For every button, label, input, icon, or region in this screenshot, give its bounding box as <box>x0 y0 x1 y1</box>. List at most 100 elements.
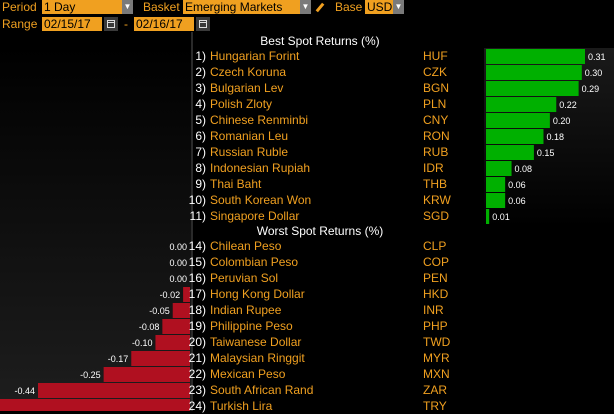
base-dropdown-icon[interactable]: ▼ <box>393 0 404 14</box>
rank-number: 7) <box>195 145 206 159</box>
value-label: 0.08 <box>515 164 533 174</box>
currency-code: MXN <box>423 367 450 381</box>
negative-bar <box>162 319 190 334</box>
negative-bar <box>155 335 190 350</box>
list-item[interactable]: 18) Indian Rupee INR <box>189 302 445 318</box>
rank-number: 23) <box>188 383 206 397</box>
positive-bar <box>486 161 512 176</box>
list-item[interactable]: 7) Russian Ruble RUB <box>195 144 449 160</box>
negative-bar <box>172 303 190 318</box>
positive-bar <box>486 97 557 112</box>
list-item[interactable]: 5) Chinese Renminbi CNY <box>195 112 448 128</box>
period-select[interactable]: 1 Day <box>42 0 122 14</box>
currency-name: Romanian Leu <box>210 129 289 143</box>
basket-label: Basket <box>143 0 180 14</box>
value-label: 0.31 <box>588 52 606 62</box>
list-item[interactable]: 1) Hungarian Forint HUF <box>195 48 447 64</box>
rank-number: 9) <box>195 177 206 191</box>
list-item[interactable]: 15) Colombian Peso COP <box>189 254 449 270</box>
currency-name: South African Rand <box>210 383 314 397</box>
value-label: 0.00 <box>169 242 187 252</box>
currency-code: ZAR <box>423 383 447 397</box>
calendar-icon[interactable] <box>196 17 210 31</box>
rank-number: 6) <box>195 129 206 143</box>
list-item[interactable]: 24) Turkish Lira TRY <box>189 398 447 414</box>
currency-name: Mexican Peso <box>210 367 286 381</box>
currency-code: PEN <box>423 271 448 285</box>
currency-code: RON <box>423 129 450 143</box>
currency-code: RUB <box>423 145 449 159</box>
list-item[interactable]: 3) Bulgarian Lev BGN <box>195 80 449 96</box>
worst-returns-title: Worst Spot Returns (%) <box>256 224 384 238</box>
currency-name: Russian Ruble <box>210 145 289 159</box>
list-item[interactable]: 4) Polish Zloty PLN <box>195 96 447 112</box>
period-dropdown-icon[interactable]: ▼ <box>122 0 133 14</box>
positive-bar <box>486 177 506 192</box>
positive-bar <box>486 49 585 64</box>
currency-name: Chinese Renminbi <box>210 113 309 127</box>
currency-name: Chilean Peso <box>210 239 282 253</box>
value-label: 0.00 <box>169 274 187 284</box>
list-item[interactable]: 2) Czech Koruna CZK <box>195 64 447 80</box>
positive-bar <box>486 209 490 224</box>
value-label: -0.44 <box>14 386 35 396</box>
list-item[interactable]: 11) Singapore Dollar SGD <box>190 208 449 224</box>
basket-dropdown-icon[interactable]: ▼ <box>300 0 311 14</box>
range-end-input[interactable]: 02/16/17 <box>134 17 194 31</box>
list-item[interactable]: 22) Mexican Peso MXN <box>189 366 450 382</box>
list-item[interactable]: 23) South African Rand ZAR <box>189 382 447 398</box>
currency-name: Singapore Dollar <box>210 209 300 223</box>
rank-number: 14) <box>188 239 206 253</box>
base-label: Base <box>335 0 363 14</box>
rank-number: 22) <box>188 367 206 381</box>
rank-number: 15) <box>188 255 206 269</box>
currency-name: Indian Rupee <box>210 303 282 317</box>
range-start-input[interactable]: 02/15/17 <box>42 17 102 31</box>
list-item[interactable]: 20) Taiwanese Dollar TWD <box>189 334 451 350</box>
value-label: 0.15 <box>537 148 555 158</box>
currency-name: Colombian Peso <box>210 255 299 269</box>
currency-code: KRW <box>423 193 451 207</box>
currency-name: Polish Zloty <box>210 97 273 111</box>
positive-bar <box>486 65 582 80</box>
value-label: -0.05 <box>149 306 170 316</box>
list-item[interactable]: 8) Indonesian Rupiah IDR <box>195 160 445 176</box>
value-label: 0.06 <box>508 180 526 190</box>
basket-select[interactable]: Emerging Markets <box>183 0 300 14</box>
value-label: 0.00 <box>169 258 187 268</box>
rank-number: 1) <box>195 49 206 63</box>
rank-number: 18) <box>188 303 206 317</box>
currency-code: PHP <box>423 319 448 333</box>
rank-number: 11) <box>189 209 206 223</box>
list-item[interactable]: 16) Peruvian Sol PEN <box>189 270 448 286</box>
currency-code: COP <box>423 255 450 269</box>
best-returns-title: Best Spot Returns (%) <box>260 34 380 48</box>
divider <box>191 32 193 411</box>
base-select[interactable]: USD <box>365 0 393 14</box>
value-label: -0.10 <box>132 338 153 348</box>
list-item[interactable]: 6) Romanian Leu RON <box>195 128 449 144</box>
currency-code: IDR <box>423 161 444 175</box>
currency-name: Czech Koruna <box>210 65 287 79</box>
positive-bar <box>486 113 550 128</box>
currency-name: Philippine Peso <box>210 319 293 333</box>
value-label: 0.20 <box>553 116 571 126</box>
list-item[interactable]: 17) Hong Kong Dollar HKD <box>189 286 449 302</box>
list-item[interactable]: 21) Malaysian Ringgit MYR <box>189 350 450 366</box>
currency-name: Turkish Lira <box>210 399 273 413</box>
list-item[interactable]: 14) Chilean Peso CLP <box>189 238 447 254</box>
negative-bar <box>0 399 190 411</box>
currency-code: PLN <box>423 97 447 111</box>
negative-bar <box>131 351 190 366</box>
list-item[interactable]: 19) Philippine Peso PHP <box>189 318 448 334</box>
rank-number: 17) <box>188 287 206 301</box>
value-label: -0.02 <box>160 290 181 300</box>
currency-name: Thai Baht <box>210 177 262 191</box>
list-item[interactable]: 10) South Korean Won KRW <box>189 192 451 208</box>
positive-bar <box>486 129 544 144</box>
value-label: 0.22 <box>559 100 577 110</box>
currency-name: Taiwanese Dollar <box>210 335 302 349</box>
list-item[interactable]: 9) Thai Baht THB <box>195 176 447 192</box>
calendar-icon[interactable] <box>104 17 118 31</box>
